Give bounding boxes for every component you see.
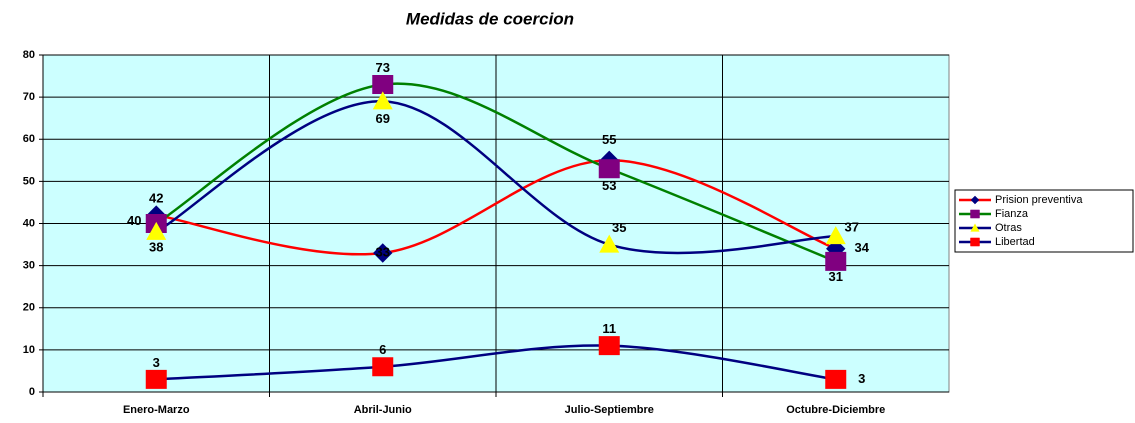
x-tick-label: Abril-Junio xyxy=(354,404,412,416)
y-tick-label: 70 xyxy=(23,91,35,103)
marker xyxy=(146,221,167,240)
series-line xyxy=(155,82,837,263)
y-tick-label: 60 xyxy=(23,133,35,145)
data-label: 35 xyxy=(612,220,626,235)
y-tick-label: 80 xyxy=(23,49,35,61)
marker xyxy=(970,223,980,232)
series-line xyxy=(156,159,837,256)
data-label: 33 xyxy=(376,244,390,259)
legend-label: Otras xyxy=(995,222,1022,234)
marker xyxy=(825,369,847,389)
marker xyxy=(970,237,980,247)
y-tick-label: 20 xyxy=(23,302,35,314)
y-tick-label: 0 xyxy=(29,386,35,398)
data-label: 73 xyxy=(376,60,390,75)
marker xyxy=(970,209,980,219)
data-label: 3 xyxy=(858,371,865,386)
data-label: 42 xyxy=(149,191,163,206)
x-tick-label: Octubre-Diciembre xyxy=(786,404,885,416)
y-tick-label: 10 xyxy=(23,344,35,356)
x-tick-label: Enero-Marzo xyxy=(123,404,190,416)
data-label: 31 xyxy=(829,269,843,284)
marker xyxy=(373,243,393,263)
marker xyxy=(825,251,847,271)
data-label: 55 xyxy=(602,132,616,147)
series-line xyxy=(156,344,836,381)
marker xyxy=(372,357,394,377)
x-tick-label: Julio-Septiembre xyxy=(565,404,654,416)
y-tick-label: 40 xyxy=(23,217,35,229)
data-label: 11 xyxy=(602,321,616,336)
marker xyxy=(970,195,980,205)
legend: Prision preventiva Fianza Otras Libertad xyxy=(954,189,1134,253)
y-tick-label: 30 xyxy=(23,260,35,272)
legend-label: Fianza xyxy=(995,208,1029,220)
marker xyxy=(599,234,620,253)
marker xyxy=(825,226,846,245)
data-label: 37 xyxy=(845,220,859,235)
data-label: 69 xyxy=(376,111,390,126)
data-label: 34 xyxy=(855,240,870,255)
legend-label: Libertad xyxy=(995,236,1035,248)
marker xyxy=(598,336,620,356)
marker xyxy=(598,159,620,179)
y-tick-label: 50 xyxy=(23,175,35,187)
data-label: 40 xyxy=(127,213,141,228)
marker xyxy=(372,74,394,94)
data-label: 38 xyxy=(149,239,163,254)
marker xyxy=(372,91,393,110)
chart-title: Medidas de coercion xyxy=(406,9,574,28)
series-line xyxy=(155,100,836,255)
marker xyxy=(145,369,167,389)
data-label: 3 xyxy=(153,355,160,370)
legend-label: Prision preventiva xyxy=(995,194,1083,206)
data-label: 6 xyxy=(379,342,386,357)
data-label: 53 xyxy=(602,178,616,193)
